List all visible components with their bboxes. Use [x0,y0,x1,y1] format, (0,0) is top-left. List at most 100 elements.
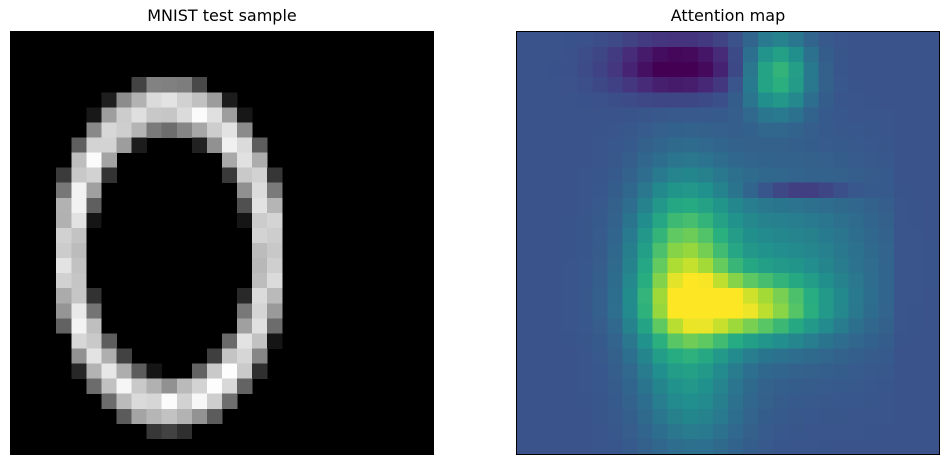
attention-cell [893,333,910,349]
attention-cell [878,378,895,395]
attention-cell [833,212,849,229]
attention-cell [833,258,849,274]
mnist-pixel [237,197,253,214]
attention-cell [607,62,623,78]
attention-cell [803,227,819,244]
attention-cell [577,62,593,78]
attention-cell [923,167,939,184]
attention-cell [803,122,819,138]
attention-cell [743,32,759,48]
attention-cell [803,408,819,425]
attention-cell [562,32,578,48]
attention-cell [908,62,925,78]
attention-cell [923,348,939,364]
attention-cell [908,152,925,168]
attention-cell [863,288,880,304]
attention-cell [682,182,699,199]
mnist-pixel [101,167,117,184]
attention-cell [773,197,789,214]
mnist-pixel [191,122,208,138]
mnist-pixel [237,122,253,138]
attention-cell [773,333,789,349]
attention-cell [728,167,744,184]
attention-cell [607,77,623,93]
attention-cell [878,167,895,184]
attention-cell [803,92,819,108]
attention-cell [743,62,759,78]
attention-cell [562,167,578,184]
attention-cell [848,62,864,78]
mnist-pixel [252,363,268,379]
attention-cell [577,378,593,395]
attention-cell [908,393,925,410]
attention-cell [773,303,789,319]
attention-cell [848,438,864,454]
attention-cell [878,62,895,78]
attention-cell [788,122,804,138]
attention-cell [667,167,684,184]
mnist-pixel [101,92,117,108]
attention-cell [592,273,608,289]
mnist-pixel [86,318,102,334]
mnist-pixel [237,107,253,123]
attention-cell [682,227,699,244]
attention-cell [637,258,653,274]
attention-cell [517,167,533,184]
attention-cell [773,152,789,168]
attention-cell [517,378,533,395]
attention-cell [577,182,593,199]
attention-cell [878,423,895,440]
attention-cell [818,32,834,48]
attention-cell [667,348,684,364]
attention-cell [712,182,729,199]
attention-cell [818,77,834,93]
mnist-pixel [176,378,193,395]
attention-cell [923,423,939,440]
attention-cell [908,167,925,184]
attention-cell [833,92,849,108]
attention-cell [833,318,849,334]
attention-cell [652,318,669,334]
attention-cell [562,77,578,93]
mnist-pixel [222,137,238,153]
attention-cell [697,243,714,259]
attention-cell [607,348,623,364]
attention-cell [592,378,608,395]
attention-cell [607,227,623,244]
attention-cell [788,47,804,63]
attention-cell [697,273,714,289]
mnist-pixel [146,122,163,138]
attention-cell [622,348,638,364]
attention-cell [697,47,714,63]
mnist-pixel [161,92,178,108]
attention-cell [743,167,759,184]
attention-cell [743,182,759,199]
attention-cell [758,122,774,138]
attention-cell [788,438,804,454]
attention-cell [667,393,684,410]
attention-cell [893,137,910,153]
mnist-pixel [71,227,87,244]
attention-cell [773,243,789,259]
attention-cell [562,378,578,395]
attention-cell [517,32,533,48]
attention-cell [532,318,548,334]
attention-cell [532,273,548,289]
mnist-pixel [222,348,238,364]
attention-cell [682,408,699,425]
attention-cell [667,243,684,259]
attention-cell [592,438,608,454]
attention-cell [697,32,714,48]
attention-cell [592,243,608,259]
attention-cell [577,423,593,440]
attention-cell [923,137,939,153]
mnist-pixel [252,333,268,349]
attention-cell [637,107,653,123]
attention-cell [773,408,789,425]
attention-cell [712,32,729,48]
attention-cell [923,438,939,454]
attention-cell [758,197,774,214]
attention-cell [667,182,684,199]
attention-cell [803,303,819,319]
attention-cell [547,408,563,425]
